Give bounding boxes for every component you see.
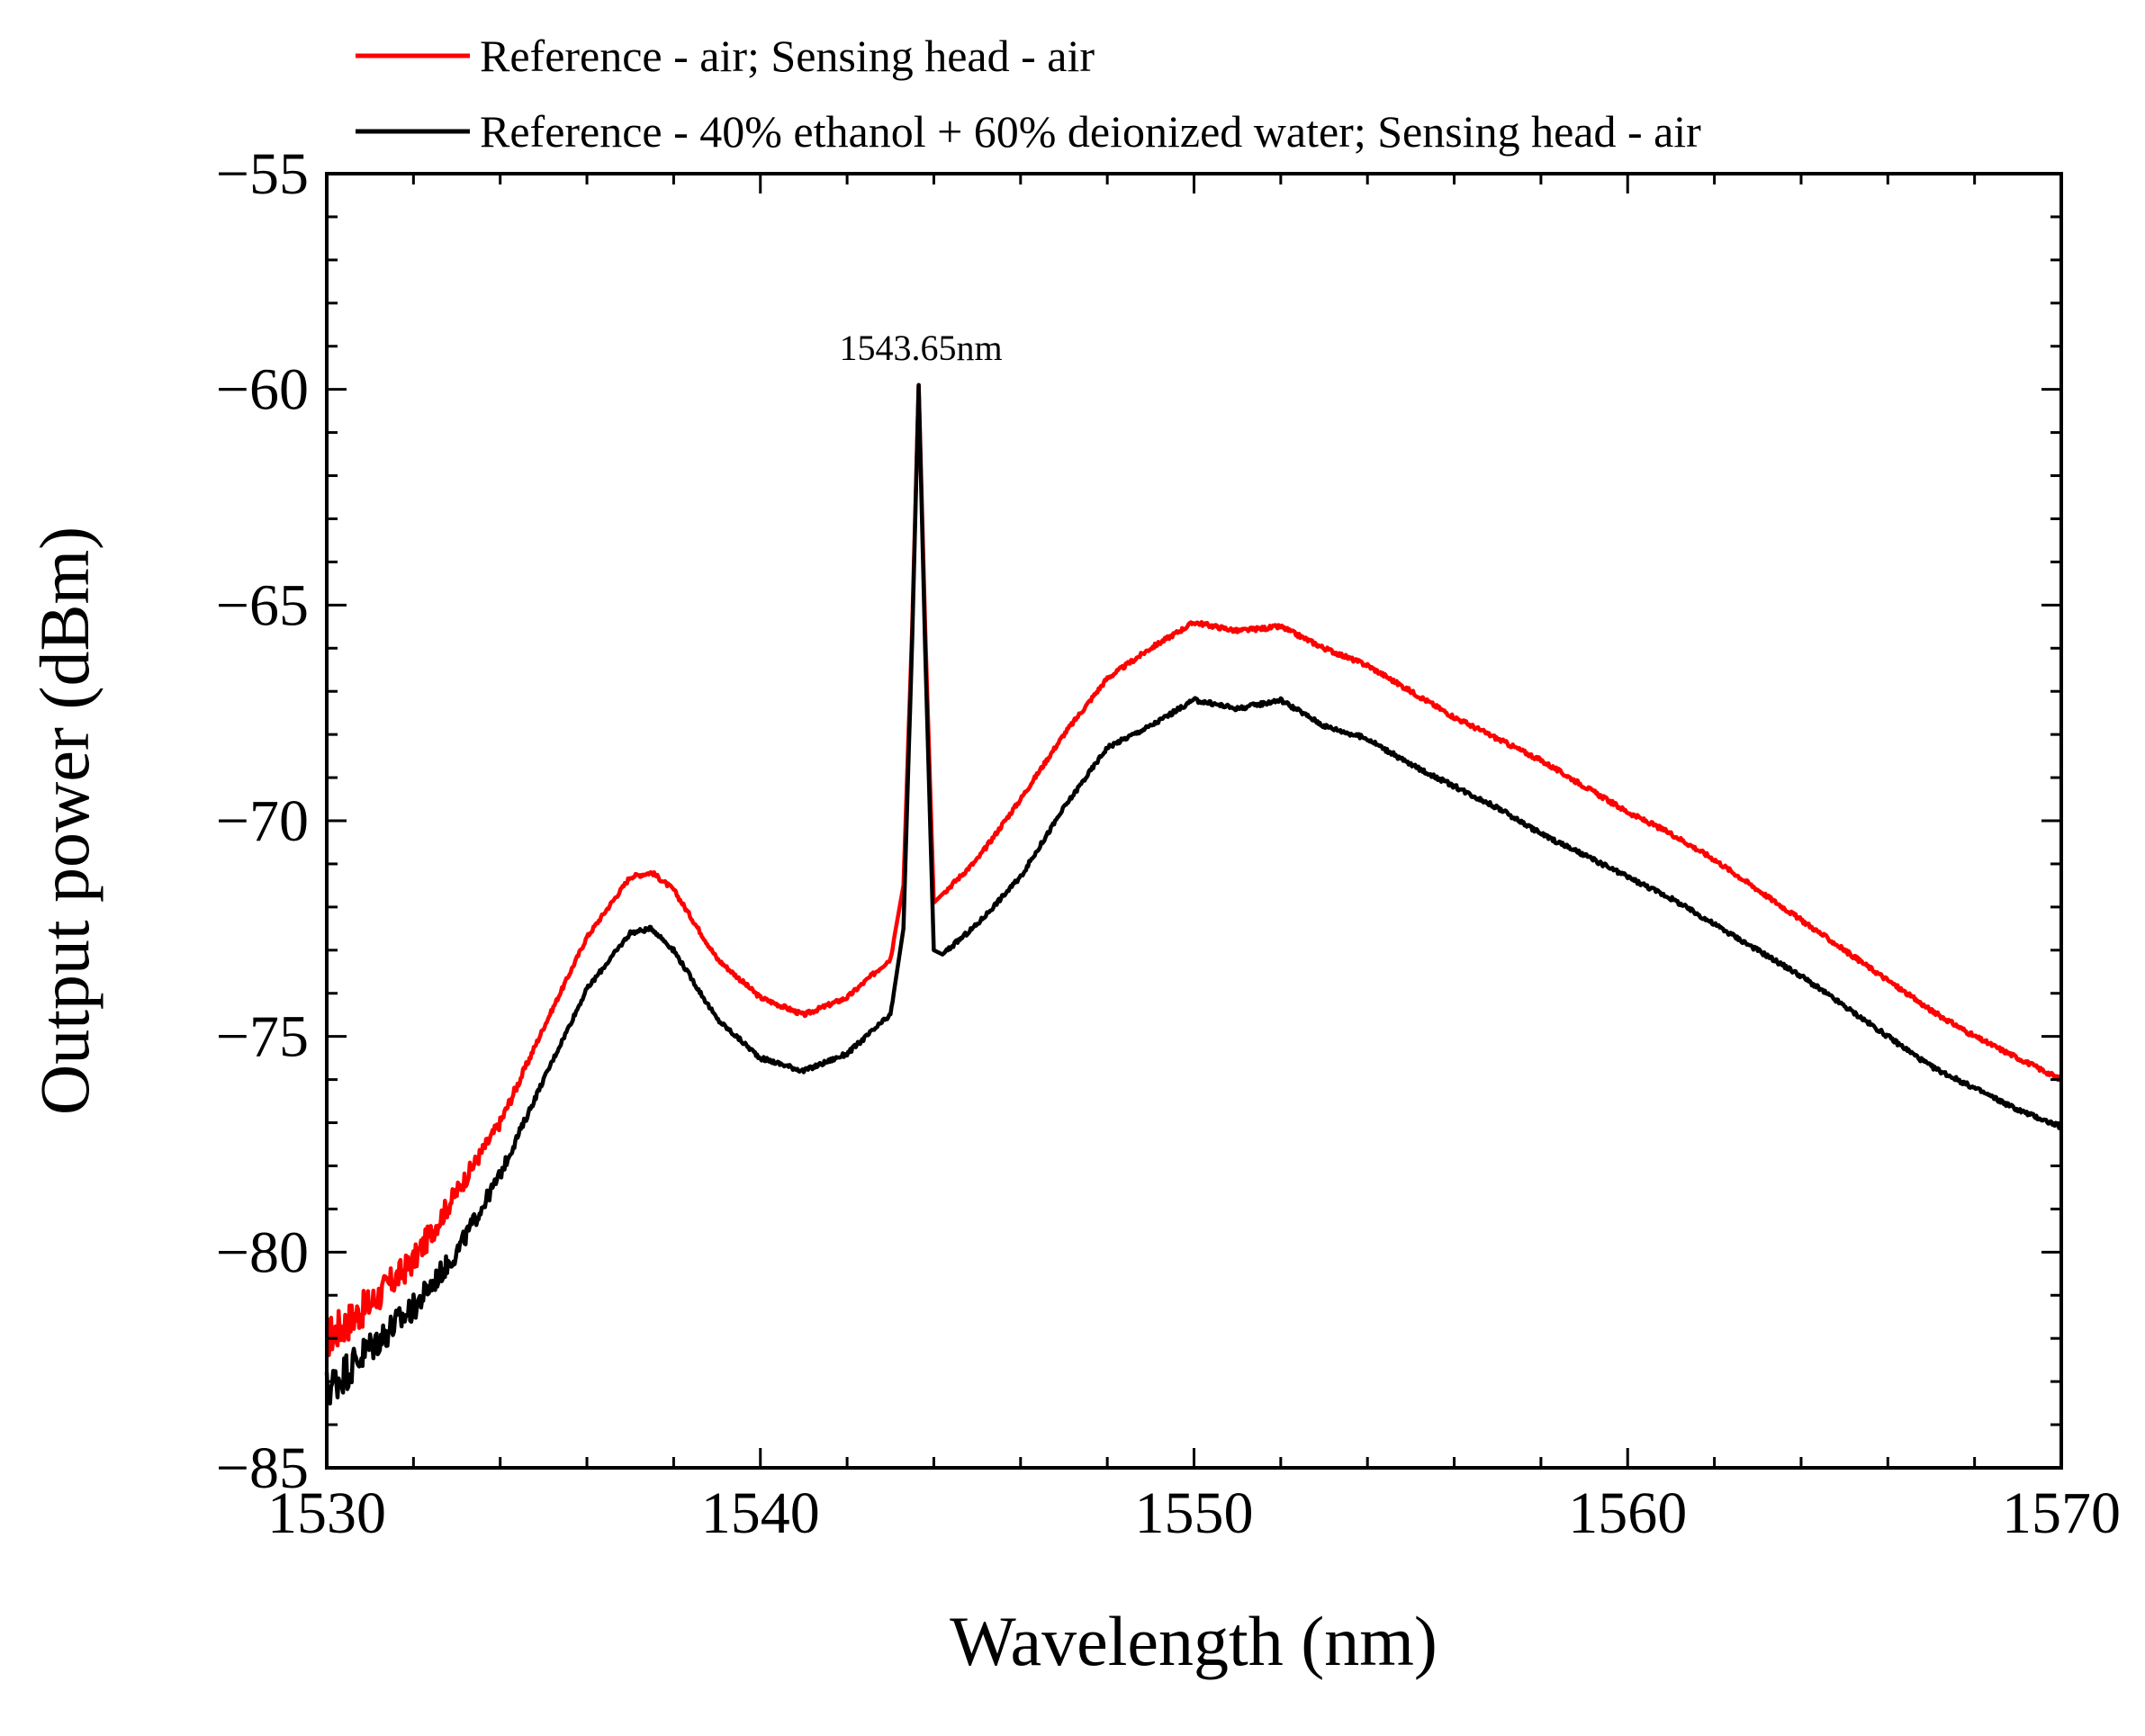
y-axis-title: Output power (dBm) (25, 526, 104, 1115)
axis-ticks (325, 172, 2063, 1470)
series-line-1 (325, 382, 2063, 1357)
x-tick-label: 1530 (267, 1480, 386, 1546)
y-tick-label: −65 (216, 572, 309, 638)
y-tick-label: −75 (216, 1004, 309, 1070)
plot-series (324, 382, 2063, 1406)
y-tick-label: −80 (216, 1219, 309, 1285)
x-tick-label: 1560 (1568, 1480, 1687, 1546)
x-tick-label: 1540 (701, 1480, 820, 1546)
y-tick-label: −60 (216, 357, 309, 423)
axis-tick-labels: 1530 1540 1550 1560 1570 −85 −80 −75 −70 −65 −60 −5… (216, 141, 2121, 1546)
y-tick-label: −55 (216, 141, 309, 207)
series-line-2 (324, 382, 2063, 1406)
legend-label-2: Reference - 40% ethanol + 60% deionized … (480, 106, 1701, 157)
x-axis-title: Wavelength (nm) (950, 1602, 1438, 1680)
x-tick-label: 1570 (2002, 1480, 2121, 1546)
plot-frame (325, 172, 2063, 1470)
legend: Reference - air; Sensing head - air Refer… (356, 31, 1701, 157)
y-tick-label: −70 (216, 788, 309, 854)
legend-label-1: Reference - air; Sensing head - air (480, 31, 1095, 81)
y-tick-label: −85 (216, 1435, 309, 1501)
peak-annotation: 1543.65nm (839, 328, 1002, 368)
x-tick-label: 1550 (1135, 1480, 1254, 1546)
